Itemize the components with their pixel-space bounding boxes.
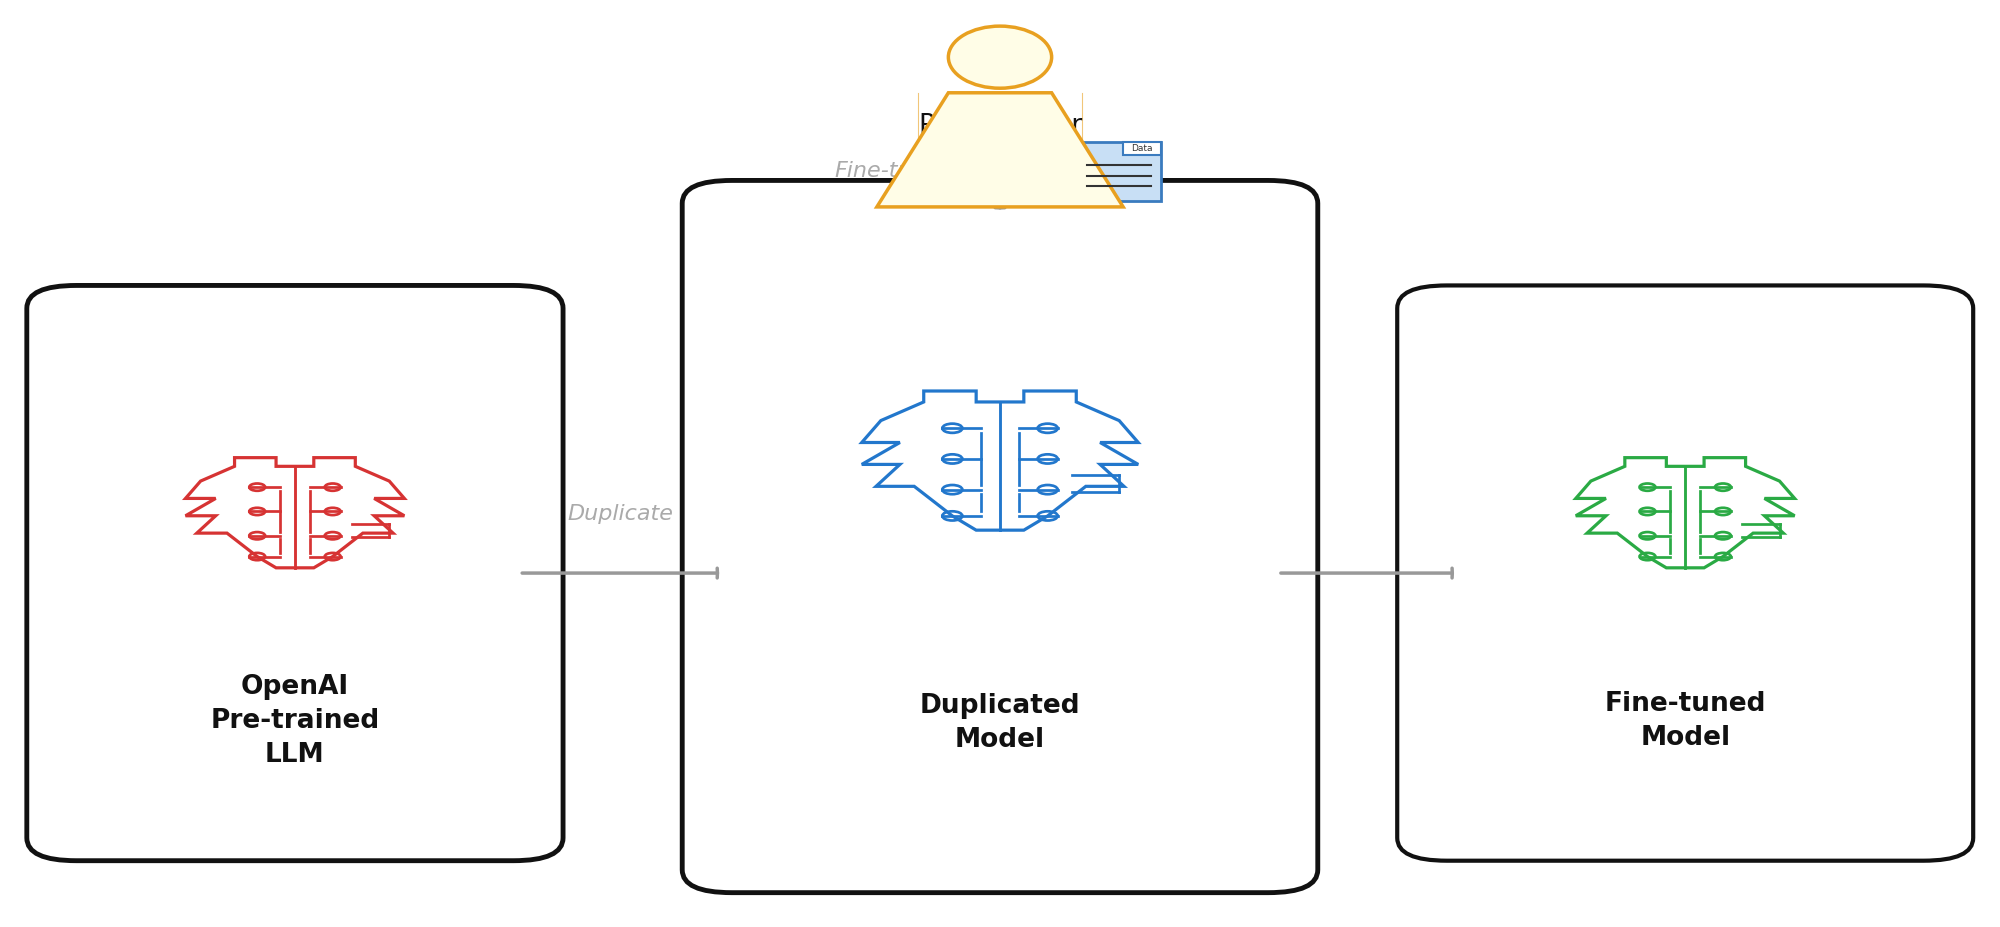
Text: Fine-tune: Fine-tune	[834, 161, 940, 182]
FancyBboxPatch shape	[1124, 142, 1160, 155]
Ellipse shape	[948, 26, 1052, 88]
Text: OpenAI
Pre-trained
LLM: OpenAI Pre-trained LLM	[210, 674, 380, 768]
Polygon shape	[876, 93, 1124, 207]
FancyBboxPatch shape	[1398, 286, 1974, 860]
FancyBboxPatch shape	[26, 286, 564, 860]
Text: Duplicated
Model: Duplicated Model	[920, 693, 1080, 754]
FancyBboxPatch shape	[1078, 142, 1160, 201]
Text: Programmer: Programmer	[918, 113, 1082, 139]
Text: Data: Data	[1132, 144, 1152, 153]
FancyBboxPatch shape	[682, 181, 1318, 893]
Text: Duplicate: Duplicate	[568, 503, 674, 524]
Text: Fine-tuned
Model: Fine-tuned Model	[1604, 692, 1766, 752]
